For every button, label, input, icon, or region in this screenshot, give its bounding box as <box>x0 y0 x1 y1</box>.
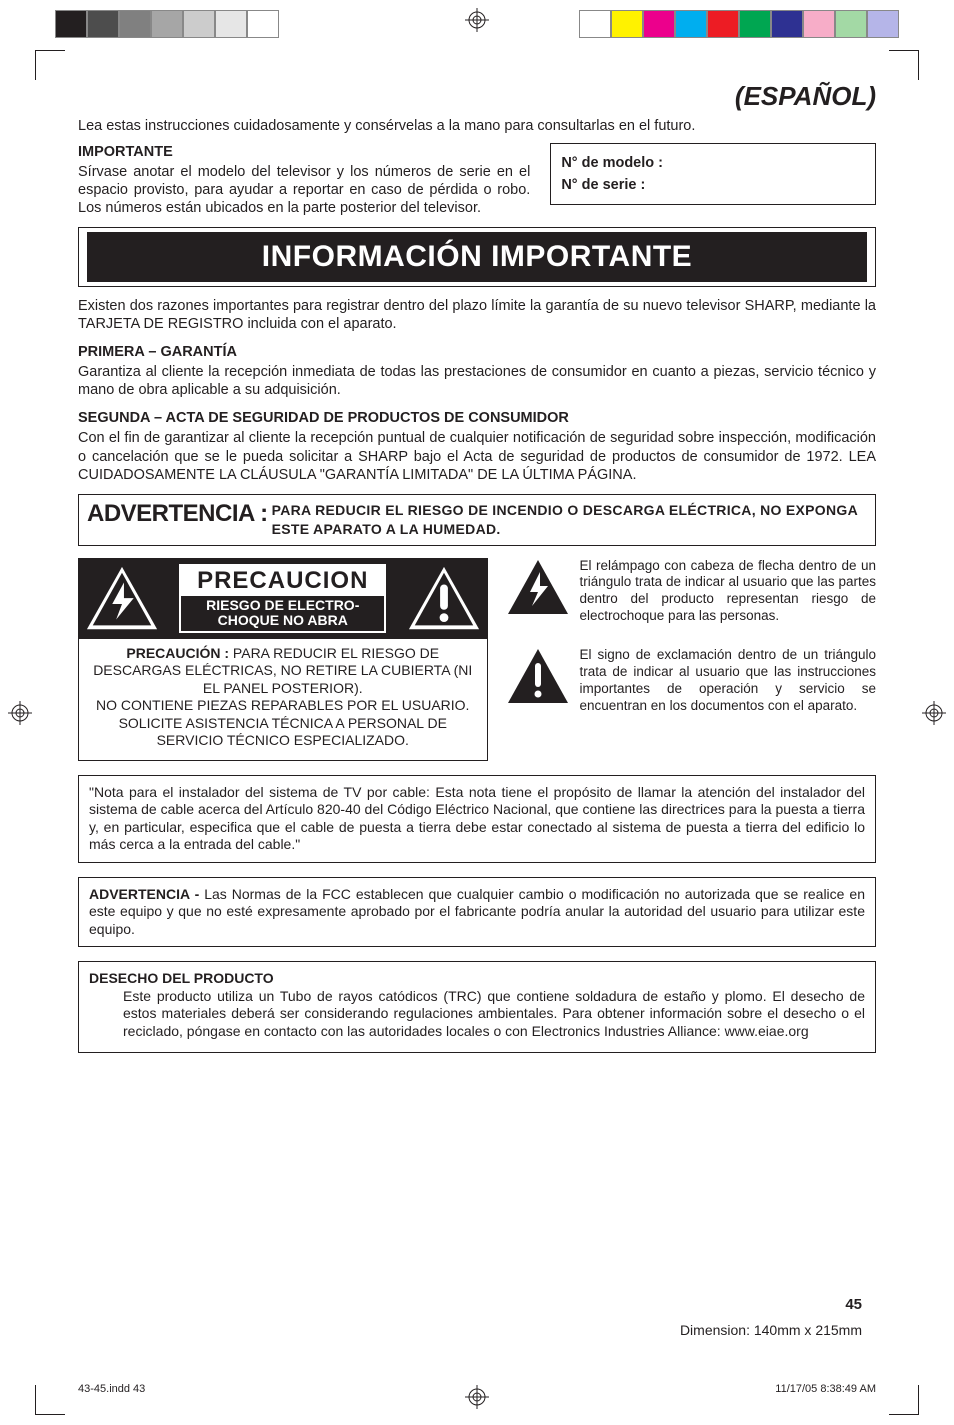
intro-text: Lea estas instrucciones cuidadosamente y… <box>78 117 876 135</box>
second-heading: SEGUNDA – ACTA DE SEGURIDAD DE PRODUCTOS… <box>78 409 876 427</box>
first-heading: PRIMERA – GARANTÍA <box>78 343 876 361</box>
important-text: Sírvase anotar el modelo del televisor y… <box>78 163 530 217</box>
shock-triangle-icon <box>83 563 161 635</box>
registration-mark-icon <box>8 701 32 725</box>
dimension-text: Dimension: 140mm x 215mm <box>680 1322 862 1340</box>
risk-line-1: RIESGO DE ELECTRO- <box>187 598 378 613</box>
disposal-heading: DESECHO DEL PRODUCTO <box>89 970 865 988</box>
color-bar-right <box>579 10 899 38</box>
risk-line-2: CHOQUE NO ABRA <box>187 613 378 628</box>
warning-text: PARA REDUCIR EL RIESGO DE INCENDIO O DES… <box>272 501 867 539</box>
registration-mark-icon <box>465 8 489 32</box>
footer-timestamp: 11/17/05 8:38:49 AM <box>775 1383 876 1397</box>
caution-label: PRECAUCION <box>181 566 384 596</box>
page-content: (ESPAÑOL) Lea estas instrucciones cuidad… <box>78 80 876 1365</box>
disposal-box: DESECHO DEL PRODUCTO Este producto utili… <box>78 961 876 1053</box>
color-bar-left <box>55 10 279 38</box>
caution-bottom-lead: PRECAUCIÓN : <box>126 645 229 661</box>
warning-lead: ADVERTENCIA : <box>87 499 268 539</box>
exclamation-description: El signo de exclamación dentro de un tri… <box>580 647 877 715</box>
model-number-label: N° de modelo : <box>561 154 865 172</box>
fcc-note: ADVERTENCIA - Las Normas de la FCC estab… <box>78 877 876 948</box>
shock-triangle-small-icon <box>506 558 570 621</box>
info-title: INFORMACIÓN IMPORTANTE <box>87 232 867 282</box>
info-title-block: INFORMACIÓN IMPORTANTE <box>78 227 876 287</box>
language-heading: (ESPAÑOL) <box>78 80 876 113</box>
exclamation-triangle-small-icon <box>506 647 570 710</box>
fcc-note-lead: ADVERTENCIA - <box>89 886 204 902</box>
caution-box: PRECAUCION RIESGO DE ELECTRO- CHOQUE NO … <box>78 558 488 761</box>
fcc-note-text: Las Normas de la FCC establecen que cual… <box>89 886 865 937</box>
model-serial-box: N° de modelo : N° de serie : <box>550 143 876 205</box>
first-text: Garantiza al cliente la recepción inmedi… <box>78 363 876 399</box>
registration-mark-icon <box>922 701 946 725</box>
serial-number-label: N° de serie : <box>561 176 865 194</box>
footer-filename: 43-45.indd 43 <box>78 1383 145 1397</box>
second-text: Con el fin de garantizar al cliente la r… <box>78 429 876 483</box>
important-heading: IMPORTANTE <box>78 143 530 161</box>
page-number: 45 <box>845 1296 862 1315</box>
disposal-text: Este producto utiliza un Tubo de rayos c… <box>123 988 865 1041</box>
exclamation-triangle-icon <box>405 563 483 635</box>
bolt-description: El relámpago con cabeza de flecha dentro… <box>580 558 877 626</box>
registration-mark-icon <box>465 1385 489 1409</box>
installer-note: "Nota para el instalador del sistema de … <box>78 775 876 863</box>
info-lead: Existen dos razones importantes para reg… <box>78 297 876 333</box>
warning-bar: ADVERTENCIA : PARA REDUCIR EL RIESGO DE … <box>78 494 876 546</box>
